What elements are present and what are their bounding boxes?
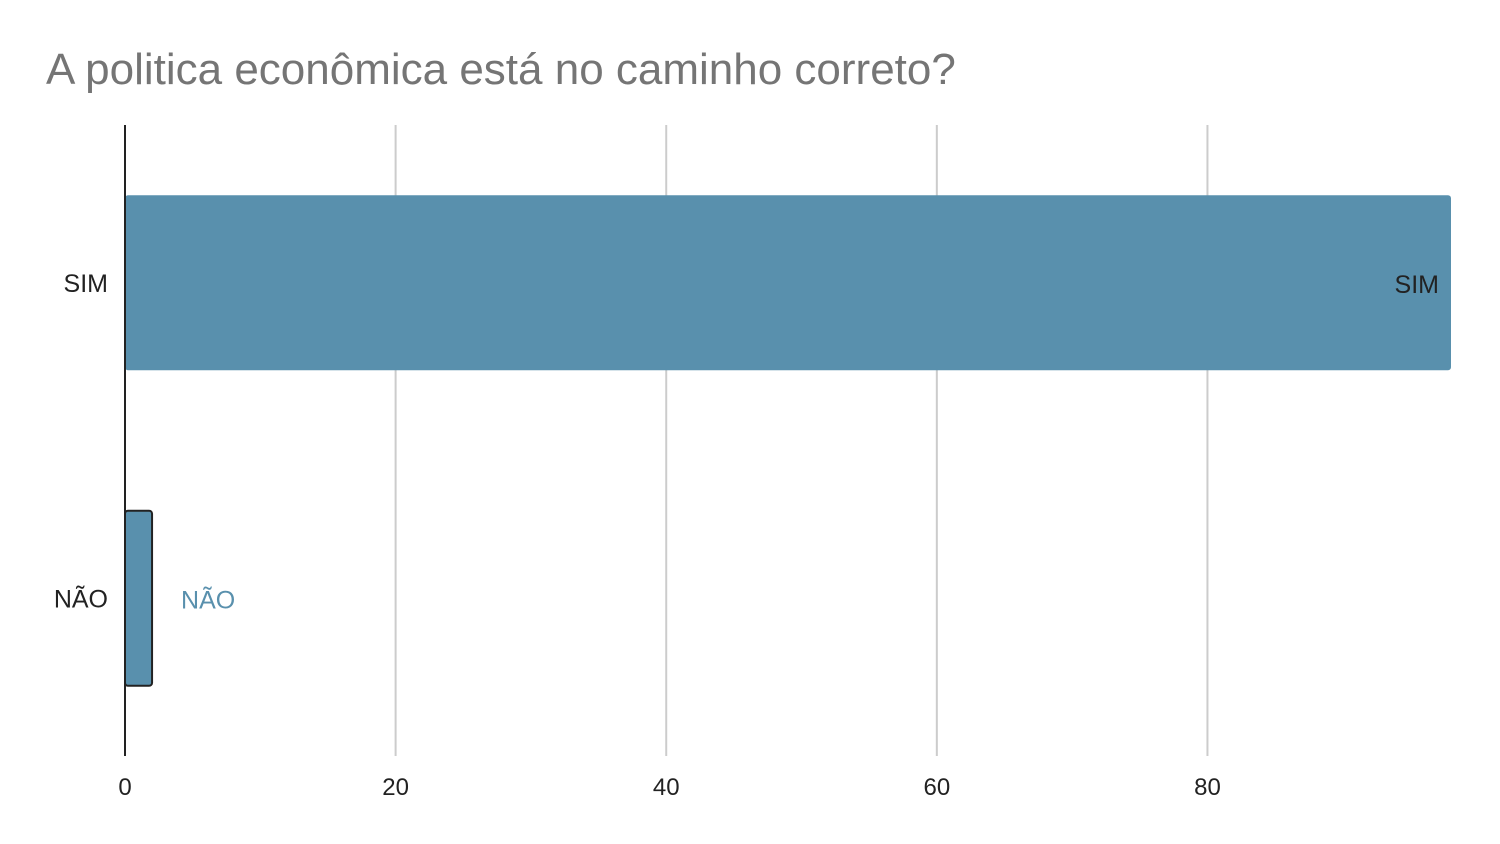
data-label-0: SIM	[1395, 271, 1439, 299]
x-tick-label-20: 20	[382, 774, 409, 801]
category-label-0: SIM	[64, 270, 108, 298]
category-label-1: NÃO	[54, 584, 108, 613]
x-tick-label-40: 40	[653, 774, 680, 801]
x-tick-label-60: 60	[923, 774, 950, 801]
data-label-1: NÃO	[181, 585, 235, 614]
bar-1	[125, 511, 152, 686]
bars	[125, 195, 1451, 686]
x-tick-label-0: 0	[118, 774, 131, 801]
x-tick-label-80: 80	[1194, 774, 1221, 801]
bar-0	[125, 195, 1451, 370]
